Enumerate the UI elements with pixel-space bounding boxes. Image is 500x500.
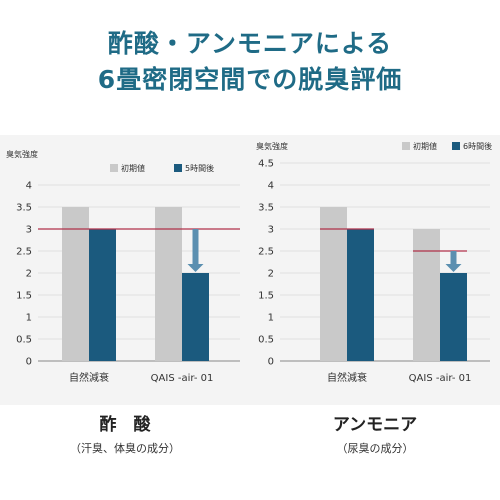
y-tick-label: 1 bbox=[26, 313, 32, 324]
page-title-line-1: 酢酸・アンモニアによる bbox=[107, 29, 393, 58]
y-tick-label: 3 bbox=[268, 225, 274, 236]
ammonia-caption: アンモニア bbox=[332, 415, 418, 435]
bar bbox=[89, 229, 116, 361]
y-axis-label: 臭気強度 bbox=[6, 149, 38, 159]
y-tick-label: 1 bbox=[268, 313, 274, 324]
legend-swatch bbox=[174, 164, 182, 172]
legend-label: 5時間後 bbox=[185, 163, 214, 173]
x-tick-label: QAIS -air- 01 bbox=[151, 373, 214, 384]
acetic-acid-subcaption: （汗臭、体臭の成分） bbox=[70, 442, 180, 455]
y-tick-label: 2.5 bbox=[16, 247, 32, 258]
bar bbox=[155, 207, 182, 361]
x-tick-label: 自然減衰 bbox=[69, 371, 109, 384]
y-tick-label: 0 bbox=[268, 357, 274, 368]
page-title-line-2: 6畳密閉空間での脱臭評価 bbox=[97, 65, 403, 94]
x-tick-label: 自然減衰 bbox=[327, 371, 367, 384]
y-tick-label: 1.5 bbox=[258, 291, 274, 302]
decrease-arrow bbox=[187, 229, 204, 272]
bar bbox=[413, 229, 440, 361]
y-tick-label: 0 bbox=[26, 357, 32, 368]
y-tick-label: 2 bbox=[268, 269, 274, 280]
bar bbox=[62, 207, 89, 361]
legend-label: 初期値 bbox=[121, 163, 145, 173]
y-tick-label: 0.5 bbox=[16, 335, 32, 346]
bar bbox=[182, 273, 209, 361]
y-tick-label: 2.5 bbox=[258, 247, 274, 258]
y-tick-label: 3.5 bbox=[258, 203, 274, 214]
y-tick-label: 4 bbox=[26, 181, 32, 192]
x-tick-label: QAIS -air- 01 bbox=[409, 373, 472, 384]
y-tick-label: 0.5 bbox=[258, 335, 274, 346]
y-tick-label: 1.5 bbox=[16, 291, 32, 302]
y-tick-label: 2 bbox=[26, 269, 32, 280]
legend-swatch bbox=[110, 164, 118, 172]
decrease-arrow bbox=[445, 251, 462, 272]
legend-label: 6時間後 bbox=[463, 141, 492, 151]
y-tick-label: 3.5 bbox=[16, 203, 32, 214]
legend-swatch bbox=[452, 142, 460, 150]
bar bbox=[347, 229, 374, 361]
legend-label: 初期値 bbox=[413, 141, 437, 151]
legend-swatch bbox=[402, 142, 410, 150]
ammonia-subcaption: （尿臭の成分） bbox=[336, 442, 414, 455]
ammonia-chart-panel: 臭気強度 0 0.5 1 1.5 2 2.5 3 3.5 4 4.5 初期値 6時間後自然減衰 QAIS … bbox=[250, 135, 500, 405]
y-axis-label: 臭気強度 bbox=[256, 141, 288, 151]
bar bbox=[320, 207, 347, 361]
y-tick-label: 4 bbox=[268, 181, 274, 192]
acetic-acid-caption: 酢 酸 bbox=[99, 415, 151, 435]
bar bbox=[440, 273, 467, 361]
acetic-acid-chart-panel: 臭気強度 0 0.5 1 1.5 2 2.5 3 3.5 4 初期値 5時間後自然減衰 QAIS -ai… bbox=[0, 135, 250, 405]
y-tick-label: 4.5 bbox=[258, 159, 274, 170]
y-tick-label: 3 bbox=[26, 225, 32, 236]
